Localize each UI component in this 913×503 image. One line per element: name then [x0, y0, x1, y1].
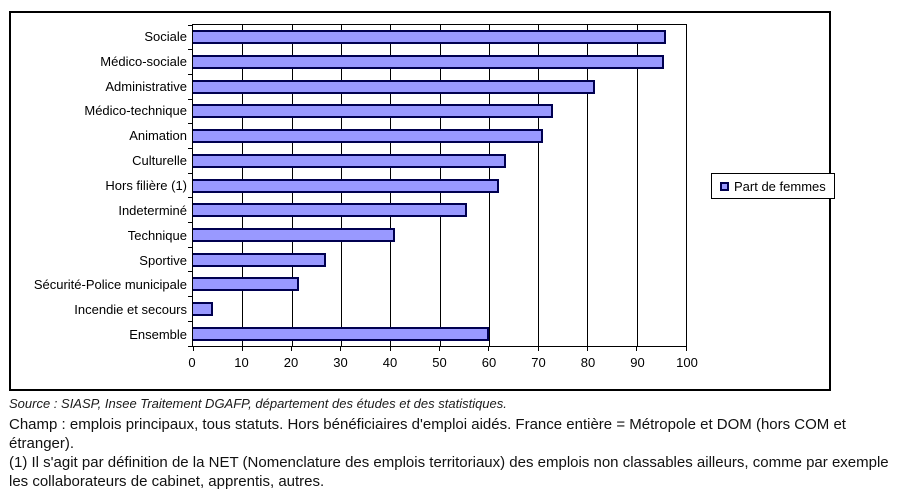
category-label-12: Ensemble: [129, 327, 187, 343]
bar-4: [193, 129, 544, 144]
chart-notes: Source : SIASP, Insee Traitement DGAFP, …: [0, 396, 913, 491]
x-axis-tick-label-100: 100: [676, 355, 698, 370]
y-axis-tick: [188, 222, 193, 224]
gridline-80: [587, 25, 589, 346]
legend-swatch-icon: [720, 181, 729, 191]
y-axis-tick: [188, 320, 193, 322]
y-axis-tick: [188, 172, 193, 174]
x-axis-tick-10: [241, 346, 243, 351]
x-axis-tick-label-80: 80: [580, 355, 596, 370]
x-axis-tick-label-10: 10: [234, 355, 249, 370]
x-axis-tick-label-30: 30: [333, 355, 348, 370]
category-label-11: Incendie et secours: [74, 302, 187, 318]
legend-label: Part de femmes: [734, 178, 826, 194]
bar-6: [193, 178, 499, 193]
x-axis-tick-label-70: 70: [531, 355, 546, 370]
x-axis-tick-label-40: 40: [382, 355, 398, 370]
bar-8: [193, 227, 396, 242]
source-note: Source : SIASP, Insee Traitement DGAFP, …: [9, 396, 507, 411]
legend: Part de femmes: [711, 173, 835, 199]
category-label-3: Médico-technique: [84, 103, 187, 119]
y-axis-tick: [188, 345, 193, 347]
x-axis-tick-50: [439, 346, 440, 351]
category-axis-labels: Sociale Médico-sociale Administrative Médic…: [11, 24, 187, 347]
category-label-9: Sportive: [139, 252, 187, 268]
bar-11: [193, 301, 213, 316]
y-axis-tick: [188, 24, 193, 26]
bar-9: [193, 252, 327, 267]
y-axis-tick: [188, 246, 193, 248]
x-axis-tick-label-50: 50: [432, 355, 447, 370]
category-label-4: Animation: [129, 128, 187, 144]
y-axis-tick: [188, 271, 193, 273]
bar-2: [193, 79, 595, 94]
bar-12: [193, 326, 489, 341]
category-label-1: Médico-sociale: [100, 53, 187, 69]
x-axis-tick-label-60: 60: [481, 355, 497, 370]
x-axis-tick-label-20: 20: [283, 355, 299, 370]
y-axis-tick: [188, 147, 193, 149]
x-axis-tick-90: [636, 346, 638, 351]
x-axis-tick-70: [537, 346, 539, 351]
y-axis-tick: [188, 123, 193, 125]
category-label-7: Indeterminé: [118, 202, 187, 218]
value-axis-labels: 0 10 20 30 40 50 60 70 80 90 100: [188, 353, 697, 370]
y-axis-tick: [188, 73, 193, 75]
y-axis-tick: [188, 98, 193, 100]
bar-10: [193, 277, 299, 292]
gridline-70: [538, 25, 540, 346]
x-axis-tick-0: [192, 346, 194, 351]
category-label-5: Culturelle: [132, 153, 187, 169]
category-label-6: Hors filière (1): [105, 177, 187, 193]
bar-5: [193, 153, 507, 168]
x-axis-tick-100: [685, 346, 687, 351]
y-axis-tick: [188, 296, 193, 298]
x-axis-tick-40: [389, 346, 391, 351]
category-label-0: Sociale: [144, 28, 187, 44]
x-axis-tick-label-90: 90: [630, 355, 645, 370]
y-axis-tick: [188, 197, 193, 199]
bar-3: [193, 104, 553, 119]
category-label-8: Technique: [127, 227, 187, 243]
category-label-2: Administrative: [105, 78, 187, 94]
x-axis-tick-label-0: 0: [188, 355, 196, 370]
x-axis-tick-20: [291, 346, 293, 351]
x-axis-tick-30: [340, 346, 342, 351]
x-axis-tick-80: [586, 346, 588, 351]
footnote-1: (1) Il s'agit par définition de la NET (…: [9, 454, 889, 490]
gridline-90: [636, 25, 638, 346]
bar-1: [193, 55, 664, 70]
bar-7: [193, 203, 467, 218]
chart-frame: Sociale Médico-sociale Administrative Médic…: [9, 11, 835, 391]
plot-area: [188, 24, 687, 351]
category-label-10: Sécurité-Police municipale: [33, 277, 187, 293]
bar-0: [193, 30, 667, 45]
x-axis-tick-60: [488, 346, 490, 351]
champ-note: Champ : emplois principaux, tous statuts…: [9, 416, 846, 452]
y-axis-tick: [188, 49, 193, 51]
